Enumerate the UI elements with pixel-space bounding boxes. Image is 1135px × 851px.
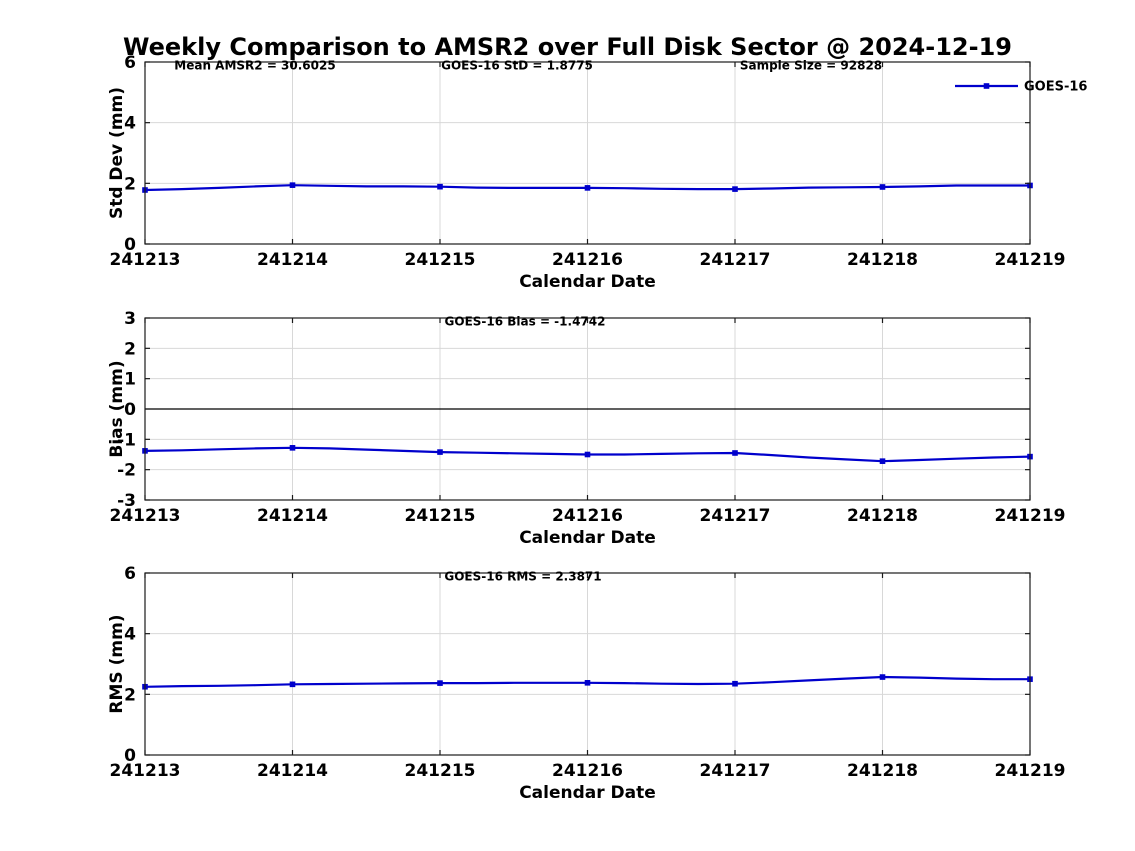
data-marker bbox=[289, 681, 296, 688]
data-marker bbox=[879, 674, 886, 680]
y-tick-label: 2 bbox=[124, 685, 136, 705]
x-tick-label: 241214 bbox=[257, 761, 328, 781]
y-tick-label: 1 bbox=[124, 370, 136, 390]
x-tick-label: 241215 bbox=[405, 761, 476, 781]
x-axis-label: Calendar Date bbox=[519, 528, 656, 548]
data-marker bbox=[732, 680, 738, 687]
y-axis-label: Bias (mm) bbox=[107, 360, 127, 457]
x-axis-label: Calendar Date bbox=[519, 783, 656, 803]
data-marker bbox=[584, 185, 591, 191]
x-tick-label: 241217 bbox=[700, 506, 771, 526]
x-tick-label: 241218 bbox=[847, 506, 918, 526]
y-tick-label: 3 bbox=[124, 309, 136, 329]
x-axis-label: Calendar Date bbox=[519, 272, 656, 292]
y-tick-label: 0 bbox=[124, 746, 136, 766]
stat-annotation: GOES-16 RMS = 2.3871 bbox=[444, 570, 601, 584]
legend-label: GOES-16 bbox=[1024, 80, 1087, 95]
x-tick-label: 241218 bbox=[847, 761, 918, 781]
stat-annotation: GOES-16 StD = 1.8775 bbox=[441, 59, 593, 73]
x-tick-label: 241219 bbox=[995, 761, 1066, 781]
x-tick-label: 241218 bbox=[847, 250, 918, 270]
data-marker bbox=[437, 680, 443, 686]
data-marker bbox=[437, 183, 443, 190]
data-marker bbox=[584, 451, 591, 458]
x-tick-label: 241216 bbox=[552, 761, 623, 781]
x-tick-label: 241216 bbox=[552, 250, 623, 270]
y-tick-label: 6 bbox=[124, 53, 136, 73]
data-marker bbox=[732, 186, 738, 192]
legend-marker bbox=[983, 83, 990, 89]
y-tick-label: -2 bbox=[117, 461, 136, 481]
data-marker bbox=[437, 449, 443, 455]
x-tick-label: 241219 bbox=[995, 250, 1066, 270]
data-marker bbox=[289, 182, 296, 188]
y-tick-label: 2 bbox=[124, 174, 136, 194]
x-tick-label: 241214 bbox=[257, 506, 328, 526]
y-tick-label: 0 bbox=[124, 400, 136, 420]
y-axis-label: Std Dev (mm) bbox=[107, 87, 127, 219]
stat-annotation: Mean AMSR2 = 30.6025 bbox=[174, 59, 335, 73]
y-tick-label: 2 bbox=[124, 339, 136, 359]
data-marker bbox=[584, 680, 591, 686]
stat-annotation: GOES-16 Bias = -1.4742 bbox=[445, 315, 606, 329]
y-tick-label: 4 bbox=[124, 625, 136, 645]
x-tick-label: 241213 bbox=[110, 761, 181, 781]
y-tick-label: 4 bbox=[124, 114, 136, 134]
y-tick-label: -1 bbox=[117, 430, 136, 450]
y-axis-label: RMS (mm) bbox=[107, 614, 127, 713]
data-marker bbox=[879, 458, 886, 464]
x-tick-label: 241217 bbox=[700, 250, 771, 270]
x-tick-label: 241214 bbox=[257, 250, 328, 270]
x-tick-label: 241215 bbox=[405, 250, 476, 270]
x-tick-label: 241219 bbox=[995, 506, 1066, 526]
stat-annotation: Sample Size = 92828 bbox=[740, 59, 882, 73]
y-tick-label: 0 bbox=[124, 235, 136, 255]
x-tick-label: 241213 bbox=[110, 506, 181, 526]
x-tick-label: 241213 bbox=[110, 250, 181, 270]
x-tick-label: 241216 bbox=[552, 506, 623, 526]
figure-title: Weekly Comparison to AMSR2 over Full Dis… bbox=[123, 33, 1012, 61]
data-marker bbox=[289, 445, 296, 451]
y-tick-label: -3 bbox=[117, 491, 136, 511]
data-marker bbox=[732, 450, 738, 456]
y-tick-label: 6 bbox=[124, 564, 136, 584]
data-marker bbox=[879, 184, 886, 190]
x-tick-label: 241215 bbox=[405, 506, 476, 526]
x-tick-label: 241217 bbox=[700, 761, 771, 781]
